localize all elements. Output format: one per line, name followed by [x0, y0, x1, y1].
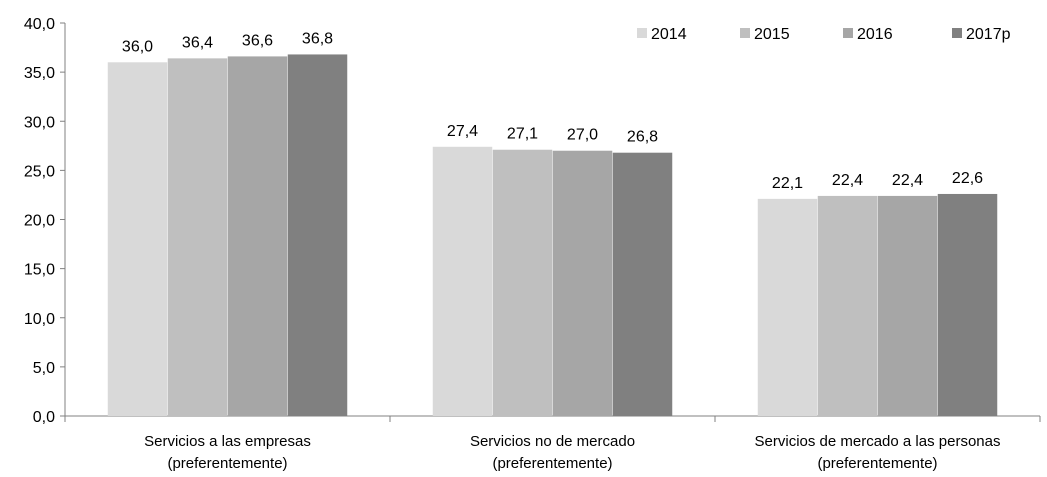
bar-2016-cat1 — [552, 150, 613, 416]
y-tick-label: 0,0 — [33, 409, 55, 426]
legend-label: 2016 — [857, 26, 893, 43]
y-tick-label: 10,0 — [24, 311, 55, 328]
category-label: (preferentemente) — [167, 455, 287, 472]
data-label: 36,4 — [182, 34, 213, 51]
data-label: 36,6 — [242, 32, 273, 49]
legend: 2014 2015 2016 2017p — [637, 26, 1011, 43]
data-label: 27,1 — [507, 126, 538, 143]
bar-2014-cat1 — [432, 146, 493, 417]
bar-2014-cat2 — [757, 198, 818, 416]
data-labels: 36,0 36,4 36,6 36,8 27,4 27,1 27,0 26,8 22,1 22,4… — [122, 30, 983, 191]
y-tick-label: 15,0 — [24, 262, 55, 279]
data-label: 22,4 — [892, 172, 923, 189]
x-axis — [64, 415, 1041, 422]
y-tick-label: 20,0 — [24, 213, 55, 230]
data-label: 27,0 — [567, 127, 598, 144]
legend-swatch-2017p — [952, 28, 962, 38]
bar-2015-cat1 — [492, 149, 553, 416]
legend-swatch-2014 — [637, 28, 647, 38]
data-label: 36,8 — [302, 30, 333, 47]
bar-2017p-cat1 — [612, 152, 673, 416]
category-label: Servicios no de mercado — [470, 433, 635, 450]
bars — [107, 54, 998, 417]
bar-2014-cat0 — [107, 62, 168, 417]
y-tick-label: 5,0 — [33, 360, 55, 377]
data-label: 22,6 — [952, 170, 983, 187]
bar-2016-cat0 — [227, 56, 288, 416]
y-tick-label: 35,0 — [24, 65, 55, 82]
y-axis: 0,0 5,0 10,0 15,0 20,0 25,0 30,0 35,0 40,0 — [24, 16, 66, 426]
legend-label: 2014 — [651, 26, 687, 43]
legend-label: 2017p — [966, 26, 1011, 43]
data-label: 27,4 — [447, 123, 478, 140]
category-label: (preferentemente) — [817, 455, 937, 472]
data-label: 22,1 — [772, 175, 803, 192]
bar-2015-cat2 — [817, 195, 878, 416]
y-tick-label: 40,0 — [24, 16, 55, 33]
legend-label: 2015 — [754, 26, 790, 43]
y-tick-label: 30,0 — [24, 114, 55, 131]
bar-2016-cat2 — [877, 195, 938, 416]
category-label: Servicios de mercado a las personas — [755, 433, 1001, 450]
category-label: Servicios a las empresas — [144, 433, 311, 450]
bar-2017p-cat0 — [287, 54, 348, 416]
legend-swatch-2016 — [843, 28, 853, 38]
bar-2017p-cat2 — [937, 193, 998, 416]
y-tick-label: 25,0 — [24, 163, 55, 180]
category-label: (preferentemente) — [492, 455, 612, 472]
bar-2015-cat0 — [167, 58, 228, 417]
category-labels: Servicios a las empresas (preferentemente… — [144, 433, 1000, 472]
data-label: 36,0 — [122, 38, 153, 55]
data-label: 26,8 — [627, 129, 658, 146]
legend-swatch-2015 — [740, 28, 750, 38]
data-label: 22,4 — [832, 172, 863, 189]
